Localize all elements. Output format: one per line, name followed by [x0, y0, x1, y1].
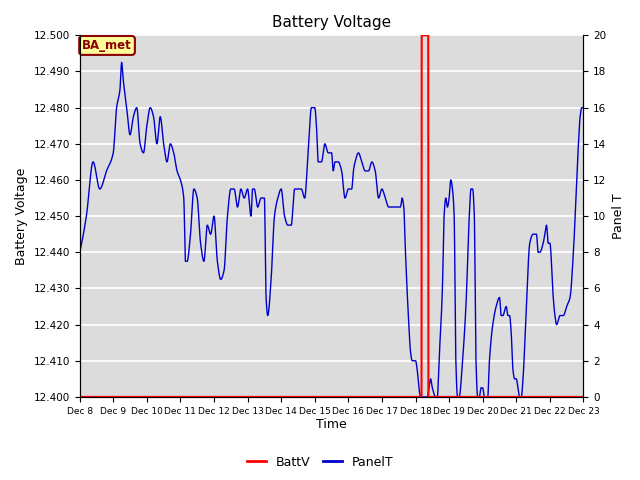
- Title: Battery Voltage: Battery Voltage: [272, 15, 391, 30]
- Legend: BattV, PanelT: BattV, PanelT: [242, 451, 398, 474]
- Y-axis label: Battery Voltage: Battery Voltage: [15, 168, 28, 265]
- X-axis label: Time: Time: [316, 419, 347, 432]
- Text: BA_met: BA_met: [82, 39, 132, 52]
- Y-axis label: Panel T: Panel T: [612, 193, 625, 239]
